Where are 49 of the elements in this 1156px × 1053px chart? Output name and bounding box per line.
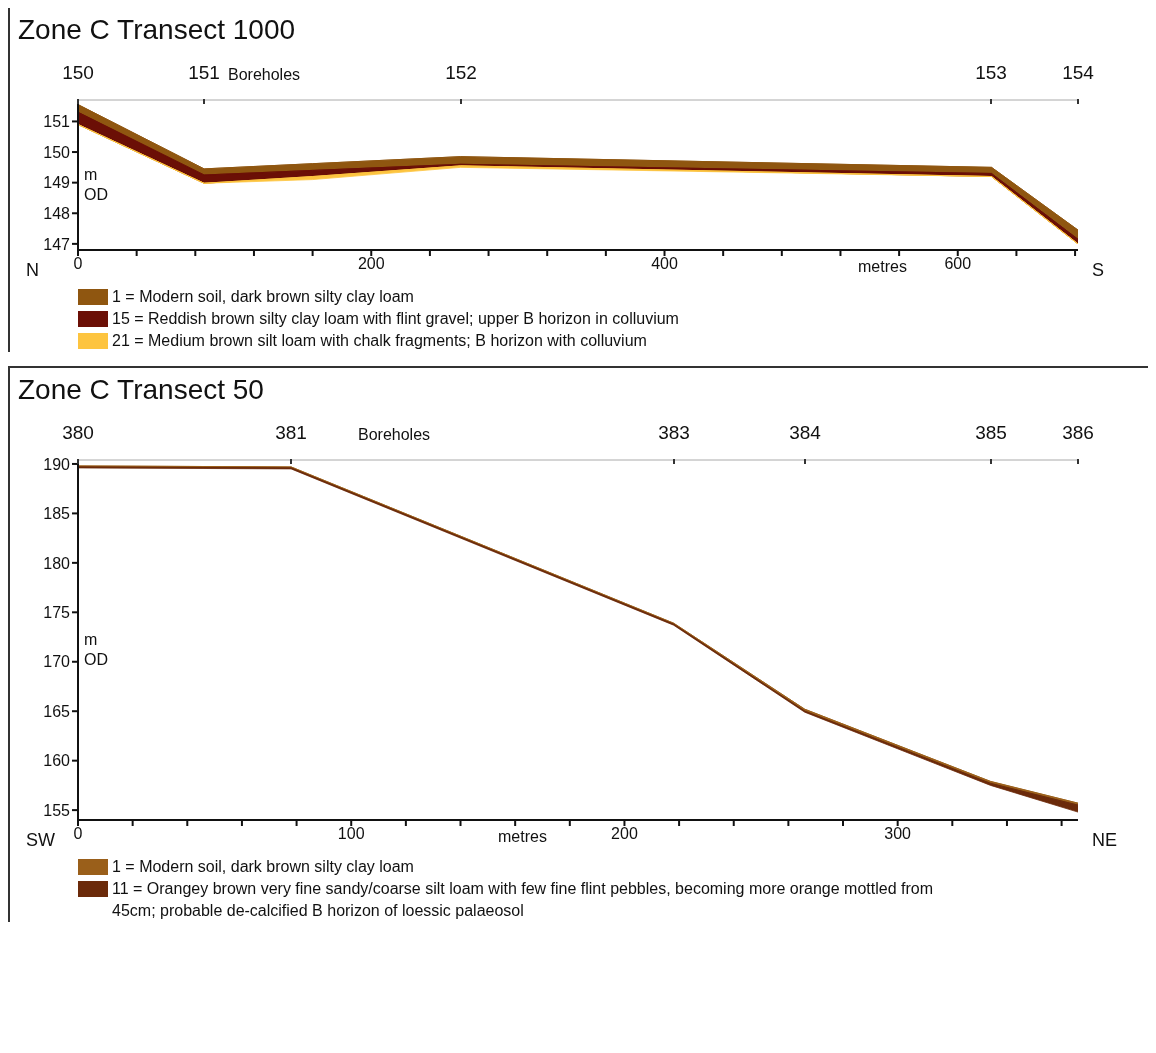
text: 386 — [1061, 422, 1095, 444]
x-tick-label: 400 — [651, 255, 678, 273]
text: 384 — [788, 422, 822, 444]
y-tick-label: 175 — [43, 603, 71, 621]
legend-label: 15 = Reddish brown silty clay loam with flint gravel; upper B horizon in colluvium — [112, 309, 679, 329]
text: 154 — [1061, 62, 1095, 84]
y-tick-label: 149 — [43, 174, 71, 192]
text: 383 — [657, 422, 691, 444]
legend-label: 11 = Orangey brown very fine sandy/coarse silt loam with few fine flint pebbles, becoming more orange mottled from 45cm; probable de-calcified B horizon of loessic palaeosol — [112, 879, 934, 921]
y-axis-title: m OD — [84, 630, 109, 670]
y-tick-label: 165 — [43, 702, 71, 720]
x-tick-label: 200 — [611, 825, 638, 843]
chart-title: Zone C Transect 50 — [18, 374, 265, 406]
legend-label: 1 = Modern soil, dark brown silty clay loam — [112, 857, 414, 877]
y-tick-label: 148 — [43, 204, 71, 222]
text: SW — [26, 830, 55, 851]
x-tick-label: 0 — [73, 825, 83, 843]
y-tick-label: 150 — [43, 143, 71, 161]
text: S — [1092, 260, 1105, 281]
y-tick-label: 180 — [43, 554, 71, 572]
legend-label: 1 = Modern soil, dark brown silty clay loam — [112, 287, 414, 307]
x-axis-title: metres — [498, 828, 547, 846]
y-tick-label: 190 — [43, 455, 71, 473]
x-tick-label: 600 — [944, 255, 972, 273]
y-tick-label: 185 — [43, 505, 71, 523]
x-axis-title: metres — [858, 258, 907, 276]
y-tick-label: 155 — [43, 801, 71, 819]
x-tick-label: 100 — [337, 825, 365, 843]
text: 381 — [274, 422, 308, 444]
text: 380 — [61, 422, 95, 444]
text: NE — [1092, 830, 1118, 851]
x-tick-label: 0 — [73, 255, 83, 273]
x-tick-label: 200 — [357, 255, 385, 273]
y-tick-label: 151 — [43, 113, 71, 131]
legend-label: 21 = Medium brown silt loam with chalk fragments; B horizon with colluvium — [112, 331, 647, 351]
text: Boreholes — [358, 426, 431, 444]
text: 150 — [61, 62, 95, 84]
chart-title: Zone C Transect 1000 — [18, 14, 297, 46]
y-tick-label: 147 — [43, 235, 71, 253]
text: Boreholes — [228, 66, 301, 84]
text: 153 — [974, 62, 1008, 84]
y-axis-title: m OD — [84, 165, 109, 205]
x-tick-label: 300 — [884, 825, 912, 843]
text: 151 — [188, 62, 220, 83]
text: 385 — [974, 422, 1008, 444]
text: N — [26, 260, 39, 281]
y-tick-label: 160 — [43, 752, 71, 770]
y-tick-label: 170 — [43, 653, 71, 671]
text: 152 — [444, 62, 478, 84]
